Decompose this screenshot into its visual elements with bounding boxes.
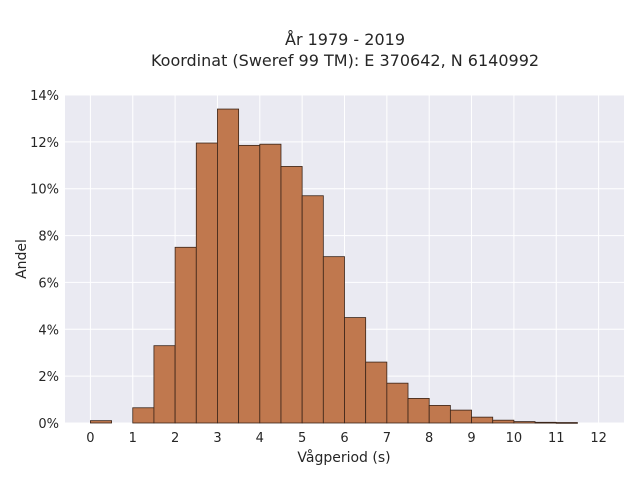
y-tick-label-6: 12%: [30, 136, 59, 151]
x-tick-label-11: 11: [548, 431, 565, 446]
x-tick-label-9: 9: [467, 431, 475, 446]
x-tick-label-1: 1: [129, 431, 137, 446]
histogram-bar-13: [365, 361, 388, 424]
y-tick-label-3: 6%: [38, 276, 59, 291]
histogram-bar-21: [534, 421, 557, 424]
x-tick-label-6: 6: [340, 431, 348, 446]
histogram-bar-18: [471, 416, 494, 424]
y-tick-label-4: 8%: [38, 230, 59, 245]
y-tick-label-2: 4%: [38, 323, 59, 338]
x-axis-ticks: 0 1 2 3 4 5 6 7 8 9 10 11 12: [86, 431, 607, 446]
histogram-bar-2: [132, 407, 155, 424]
histogram-bars: [90, 108, 578, 424]
chart-title-line-2: Koordinat (Sweref 99 TM): E 370642, N 61…: [151, 51, 539, 70]
x-tick-label-12: 12: [590, 431, 607, 446]
histogram-bar-8: [259, 143, 282, 424]
y-axis-label: Andel: [14, 239, 30, 279]
y-tick-label-0: 0%: [38, 417, 59, 432]
histogram-bar-11: [322, 256, 345, 424]
histogram-bar-15: [407, 397, 430, 424]
histogram-bar-17: [449, 409, 472, 424]
histogram-bar-22: [555, 422, 578, 424]
chart-title-line-1: År 1979 - 2019: [285, 30, 405, 49]
histogram-bar-3: [153, 345, 176, 424]
x-tick-label-4: 4: [256, 431, 264, 446]
y-tick-label-1: 2%: [38, 370, 59, 385]
histogram-bar-20: [513, 421, 536, 424]
histogram-bar-5: [195, 142, 218, 424]
histogram-bar-9: [280, 166, 303, 424]
histogram-bar-19: [492, 419, 515, 424]
histogram-bar-4: [174, 246, 197, 424]
x-tick-label-3: 3: [213, 431, 221, 446]
x-axis-label: Vågperiod (s): [297, 449, 390, 466]
y-axis-ticks: 0% 2% 4% 6% 8% 10% 12% 14%: [30, 89, 59, 432]
histogram-bar-14: [386, 382, 409, 424]
x-tick-label-7: 7: [383, 431, 391, 446]
x-tick-label-8: 8: [425, 431, 433, 446]
x-tick-label-5: 5: [298, 431, 306, 446]
y-tick-label-5: 10%: [30, 183, 59, 198]
x-tick-label-10: 10: [506, 431, 523, 446]
histogram-bar-10: [301, 195, 324, 424]
histogram-bar-12: [344, 317, 367, 424]
histogram-bar-0: [90, 420, 112, 424]
histogram-bar-7: [238, 144, 261, 424]
histogram-bar-6: [217, 108, 240, 424]
x-tick-label-2: 2: [171, 431, 179, 446]
x-tick-label-0: 0: [86, 431, 94, 446]
y-tick-label-7: 14%: [30, 89, 59, 104]
histogram-bar-16: [428, 405, 451, 424]
